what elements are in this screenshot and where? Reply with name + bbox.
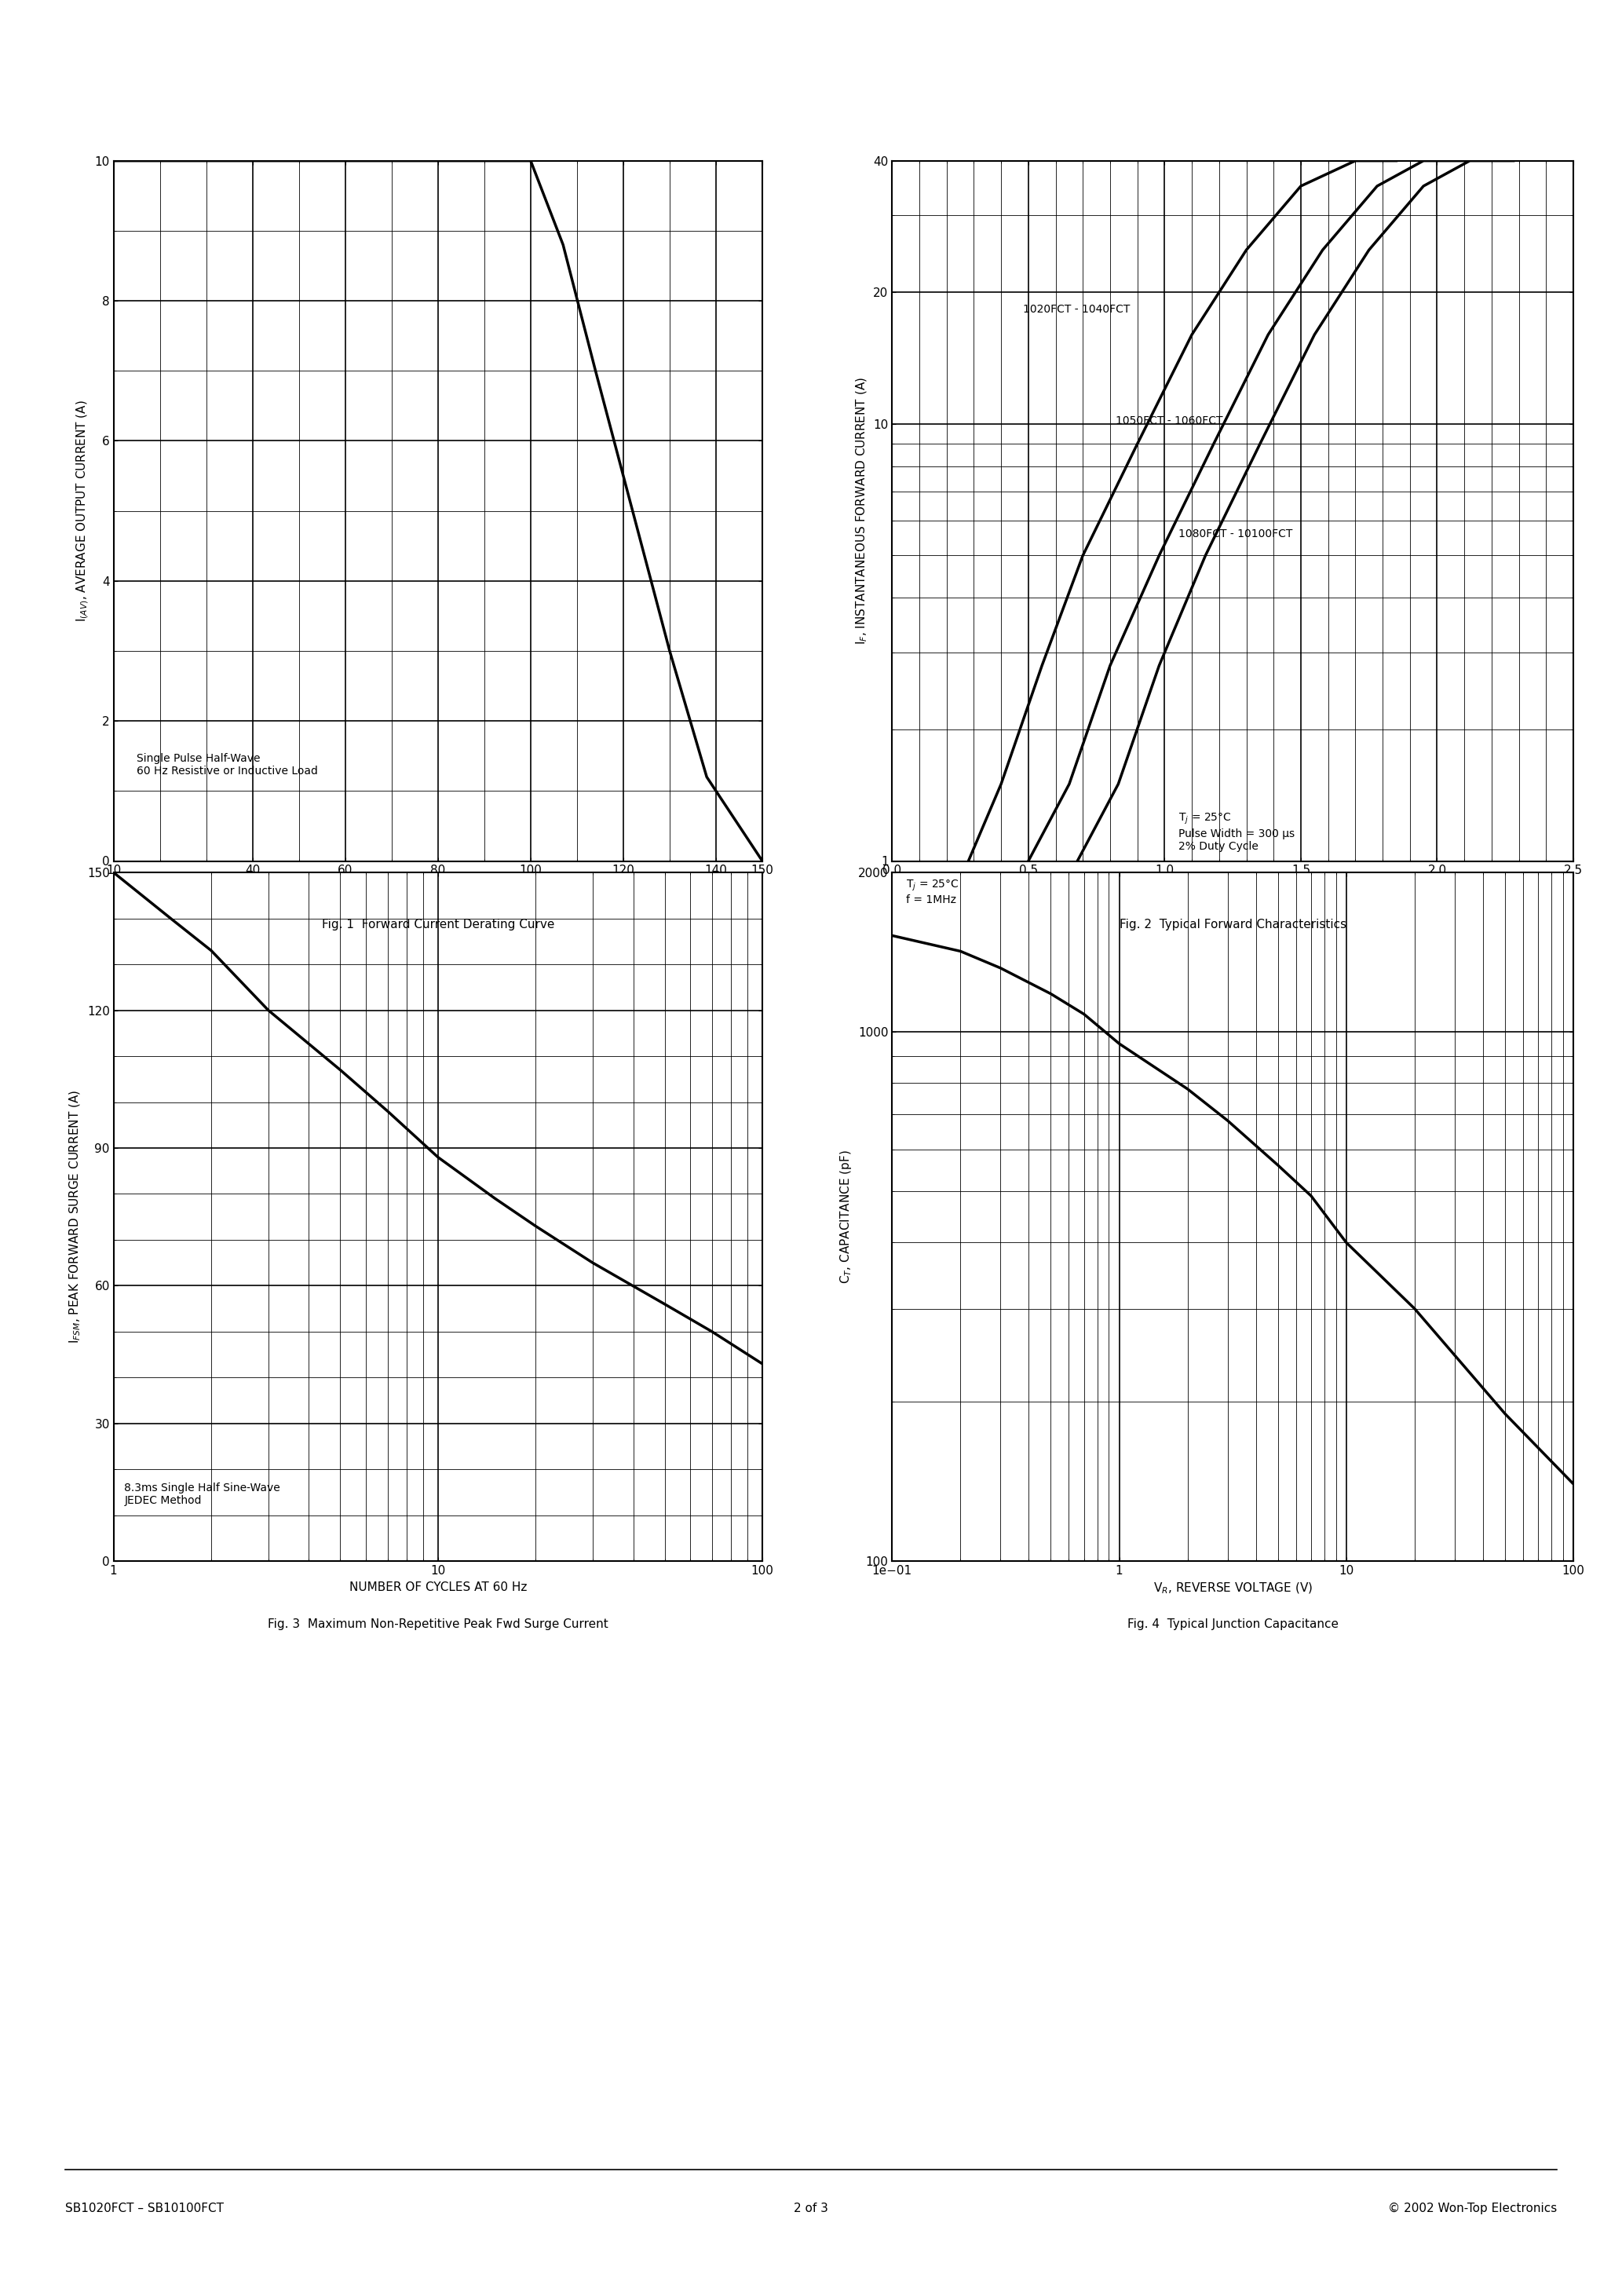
X-axis label: V$_F$, INSTANTANEOUS FORWARD VOLTAGE (V): V$_F$, INSTANTANEOUS FORWARD VOLTAGE (V): [1096, 882, 1369, 895]
Text: 1020FCT - 1040FCT: 1020FCT - 1040FCT: [1023, 303, 1131, 315]
Text: Fig. 4  Typical Junction Capacitance: Fig. 4 Typical Junction Capacitance: [1127, 1619, 1338, 1630]
Y-axis label: I$_F$, INSTANTANEOUS FORWARD CURRENT (A): I$_F$, INSTANTANEOUS FORWARD CURRENT (A): [855, 377, 869, 645]
Y-axis label: C$_T$, CAPACITANCE (pF): C$_T$, CAPACITANCE (pF): [839, 1150, 853, 1283]
Text: T$_j$ = 25°C
f = 1MHz: T$_j$ = 25°C f = 1MHz: [905, 879, 959, 905]
Text: SB1020FCT – SB10100FCT: SB1020FCT – SB10100FCT: [65, 2202, 224, 2216]
Text: © 2002 Won-Top Electronics: © 2002 Won-Top Electronics: [1388, 2202, 1557, 2216]
Text: Fig. 3  Maximum Non-Repetitive Peak Fwd Surge Current: Fig. 3 Maximum Non-Repetitive Peak Fwd S…: [268, 1619, 608, 1630]
Y-axis label: I$_{FSM}$, PEAK FORWARD SURGE CURRENT (A): I$_{FSM}$, PEAK FORWARD SURGE CURRENT (A…: [68, 1091, 83, 1343]
Text: 1050FCT - 1060FCT: 1050FCT - 1060FCT: [1116, 416, 1223, 427]
X-axis label: NUMBER OF CYCLES AT 60 Hz: NUMBER OF CYCLES AT 60 Hz: [349, 1582, 527, 1593]
Text: 1080FCT - 10100FCT: 1080FCT - 10100FCT: [1178, 528, 1293, 540]
Text: T$_j$ = 25°C
Pulse Width = 300 μs
2% Duty Cycle: T$_j$ = 25°C Pulse Width = 300 μs 2% Dut…: [1178, 813, 1294, 852]
Text: Fig. 2  Typical Forward Characteristics: Fig. 2 Typical Forward Characteristics: [1119, 918, 1346, 930]
Text: Single Pulse Half-Wave
60 Hz Resistive or Inductive Load: Single Pulse Half-Wave 60 Hz Resistive o…: [136, 753, 318, 776]
Text: Fig. 1  Forward Current Derating Curve: Fig. 1 Forward Current Derating Curve: [321, 918, 555, 930]
X-axis label: T$_C$, CASE TEMPERATURE (°C): T$_C$, CASE TEMPERATURE (°C): [352, 882, 524, 895]
X-axis label: V$_R$, REVERSE VOLTAGE (V): V$_R$, REVERSE VOLTAGE (V): [1153, 1582, 1312, 1596]
Text: 2 of 3: 2 of 3: [793, 2202, 829, 2216]
Y-axis label: I$_{(AV)}$, AVERAGE OUTPUT CURRENT (A): I$_{(AV)}$, AVERAGE OUTPUT CURRENT (A): [75, 400, 91, 622]
Text: 8.3ms Single Half Sine-Wave
JEDEC Method: 8.3ms Single Half Sine-Wave JEDEC Method: [125, 1483, 281, 1506]
